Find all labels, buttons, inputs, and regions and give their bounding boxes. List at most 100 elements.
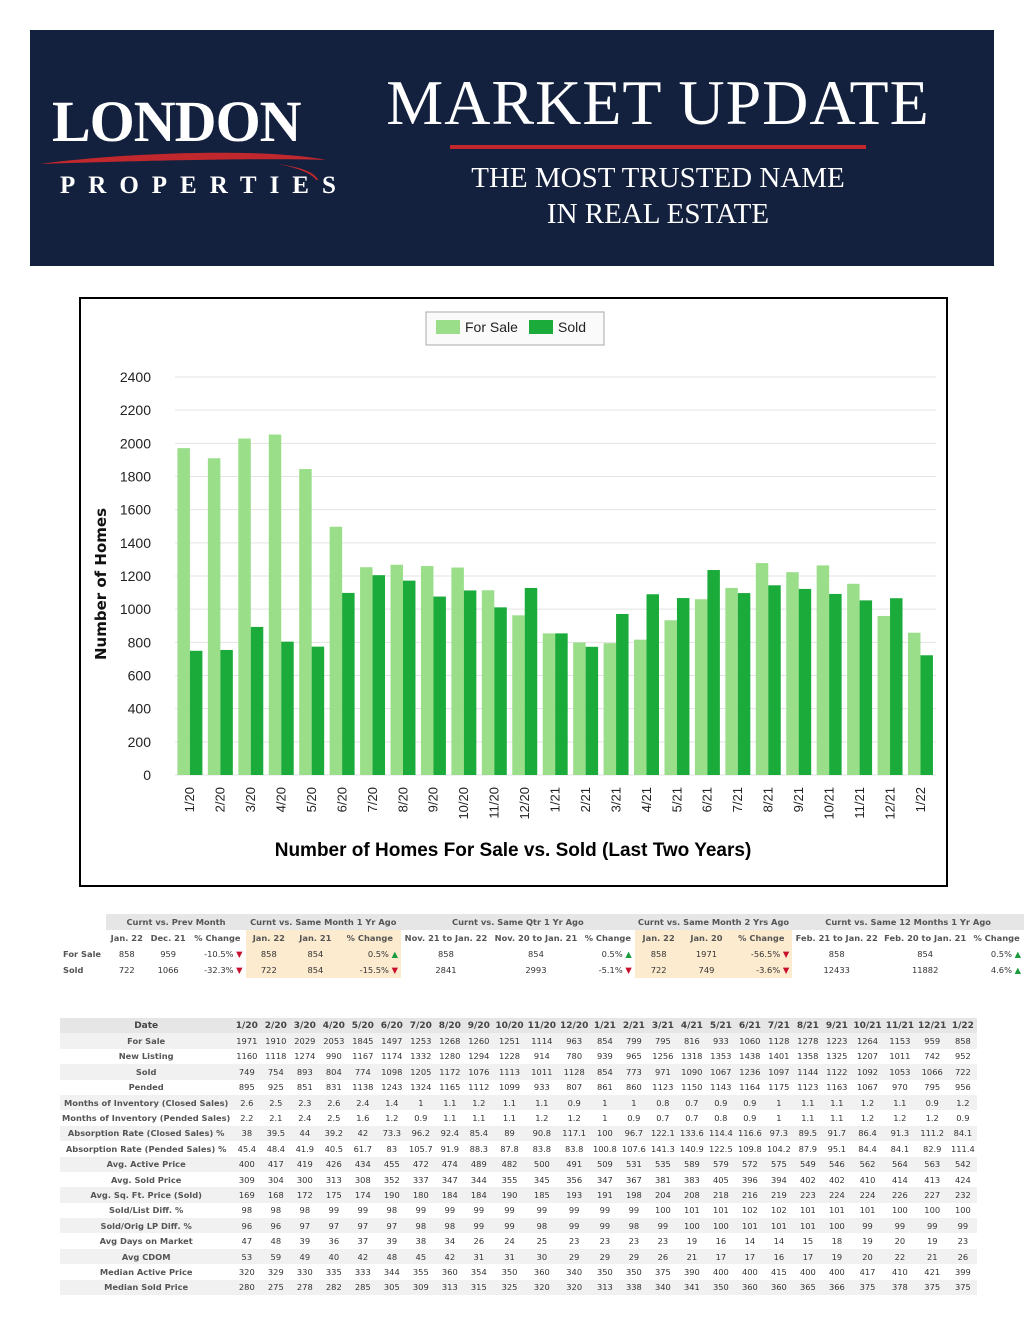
stats-row: Sold/List Diff. % 98 98 98 99 99 98 99 99 99 99 99 9… (60, 1203, 977, 1218)
stats-cell: 1.2 (893, 1113, 907, 1124)
stats-row-label: Avg. Sold Price (110, 1174, 182, 1185)
stats-cell: 99 (628, 1205, 640, 1216)
stats-cell: 381 (654, 1174, 671, 1185)
stats-row-label: New Listing (118, 1051, 174, 1062)
stats-cell: 88.3 (469, 1143, 489, 1154)
stats-cell: 18 (831, 1236, 843, 1247)
stats-cell: 939 (596, 1051, 613, 1062)
stats-cell: 1092 (851, 1064, 884, 1080)
stats-cell: 174 (348, 1187, 378, 1203)
stats-cell: 107.6 (621, 1143, 646, 1154)
stats-cell: 1260 (464, 1033, 494, 1049)
stats-cell: 285 (348, 1279, 378, 1296)
bar-sold (768, 585, 781, 775)
stats-row: Avg. Sold Price 309 304 300 313 308 352 337 347 3… (60, 1172, 977, 1187)
y-tick-label: 1000 (120, 601, 151, 617)
stats-row: Sold/Orig LP Diff. % 96 96 97 97 97 97 98 98 99 99… (60, 1218, 978, 1234)
stats-cell: 190 (493, 1187, 526, 1203)
stats-cell: 1.2 (860, 1113, 875, 1124)
stats-cell: 562 (851, 1156, 884, 1172)
stats-cell: 308 (354, 1174, 371, 1185)
stats-cell: 223 (793, 1187, 823, 1203)
stats-cell: 14 (744, 1236, 756, 1247)
stats-cell: 24 (504, 1236, 515, 1247)
stats-cell: 39 (299, 1236, 311, 1247)
stats-cell: 39 (386, 1236, 398, 1247)
stats-cell: 97 (377, 1218, 407, 1234)
stats-cell: 754 (261, 1064, 291, 1080)
logo-subtitle: PROPERTIES (60, 172, 349, 199)
tagline-line-2: IN REAL ESTATE (546, 198, 770, 230)
stats-cell: 190 (377, 1187, 407, 1203)
stats-cell: 774 (348, 1064, 378, 1080)
stats-cell: 282 (319, 1279, 349, 1296)
stats-cell: 53 (232, 1248, 262, 1265)
x-tick-label: 2/21 (578, 787, 593, 812)
stats-cell: 204 (648, 1187, 678, 1203)
comparison-column-header: % Change (730, 930, 793, 946)
stats-cell: 415 (770, 1266, 787, 1277)
stats-header-date: 2/20 (261, 1018, 291, 1034)
bar-for-sale (877, 615, 891, 775)
stats-cell: 1228 (498, 1051, 521, 1062)
stats-header-date: 3/20 (290, 1018, 320, 1034)
stats-cell: 2.3 (290, 1094, 320, 1111)
stats-cell: 16 (764, 1248, 794, 1265)
stats-row-label: Median Active Price (99, 1266, 193, 1277)
stats-cell: 100 (891, 1205, 908, 1216)
x-tick-label: 1/22 (913, 787, 928, 812)
stats-cell: 1.1 (472, 1113, 486, 1124)
chart-title: Number of Homes For Sale vs. Sold (Last … (275, 840, 752, 861)
stats-cell: 1076 (464, 1064, 494, 1080)
bar-sold (737, 593, 751, 775)
stats-row-label: Median Sold Price (60, 1279, 233, 1296)
stats-cell: 101 (764, 1218, 794, 1234)
comparison-row-label: For Sale (63, 949, 102, 959)
stats-cell: 546 (822, 1156, 852, 1172)
stats-cell: 99 (444, 1205, 456, 1216)
stats-cell: 344 (470, 1174, 487, 1185)
stats-cell: 579 (706, 1156, 736, 1172)
y-tick-label: 2000 (120, 435, 151, 451)
stats-header-date: 11/20 (525, 1018, 559, 1034)
stats-cell: 722 (948, 1064, 978, 1080)
stats-header-date: 10/21 (851, 1018, 884, 1034)
stats-cell: 309 (406, 1279, 436, 1296)
stats-cell: 193 (558, 1187, 591, 1203)
percent-change-cell: -3.6% ▼ (730, 962, 793, 978)
stats-cell: 320 (525, 1279, 559, 1296)
stats-cell: 99 (599, 1205, 611, 1216)
stats-cell: 893 (290, 1064, 320, 1080)
y-tick-label: 1600 (120, 502, 151, 518)
stats-cell: 0.9 (956, 1113, 970, 1124)
y-axis-label: Number of Homes (92, 508, 110, 660)
stats-row-label: Sold/Orig LP Diff. % (60, 1218, 233, 1234)
stats-cell: 1 (602, 1113, 608, 1124)
stats-cell: 99 (464, 1218, 494, 1234)
stats-header-date: 12/20 (558, 1018, 591, 1034)
stats-cell: 111.2 (916, 1125, 949, 1142)
comparison-value-cell: 1066 (157, 965, 179, 975)
stats-cell: 219 (764, 1187, 794, 1203)
up-arrow-icon: ▲ (391, 949, 398, 959)
stats-cell: 1112 (468, 1082, 490, 1093)
stats-cell: 0.7 (656, 1113, 670, 1124)
stats-cell: 795 (924, 1082, 941, 1093)
stats-cell: 895 (238, 1082, 255, 1093)
stats-cell: 84.1 (890, 1143, 910, 1154)
stats-cell: 1.2 (385, 1113, 399, 1124)
stats-cell: 45 (406, 1248, 436, 1265)
stats-cell: 1.1 (502, 1113, 517, 1124)
y-tick-label: 400 (128, 701, 152, 717)
stats-cell: 315 (464, 1279, 494, 1296)
bar-for-sale (664, 620, 677, 775)
stats-cell: 330 (296, 1266, 313, 1277)
stats-cell: 400 (828, 1266, 845, 1277)
stats-cell: 122.5 (708, 1143, 733, 1154)
stats-cell: 491 (558, 1156, 591, 1172)
down-arrow-icon: ▼ (625, 965, 632, 975)
stats-header-date: 4/21 (677, 1018, 707, 1034)
stats-cell: 0.8 (714, 1113, 728, 1124)
comparison-value-cell: 854 (917, 949, 934, 959)
stats-cell: 1067 (706, 1064, 736, 1080)
